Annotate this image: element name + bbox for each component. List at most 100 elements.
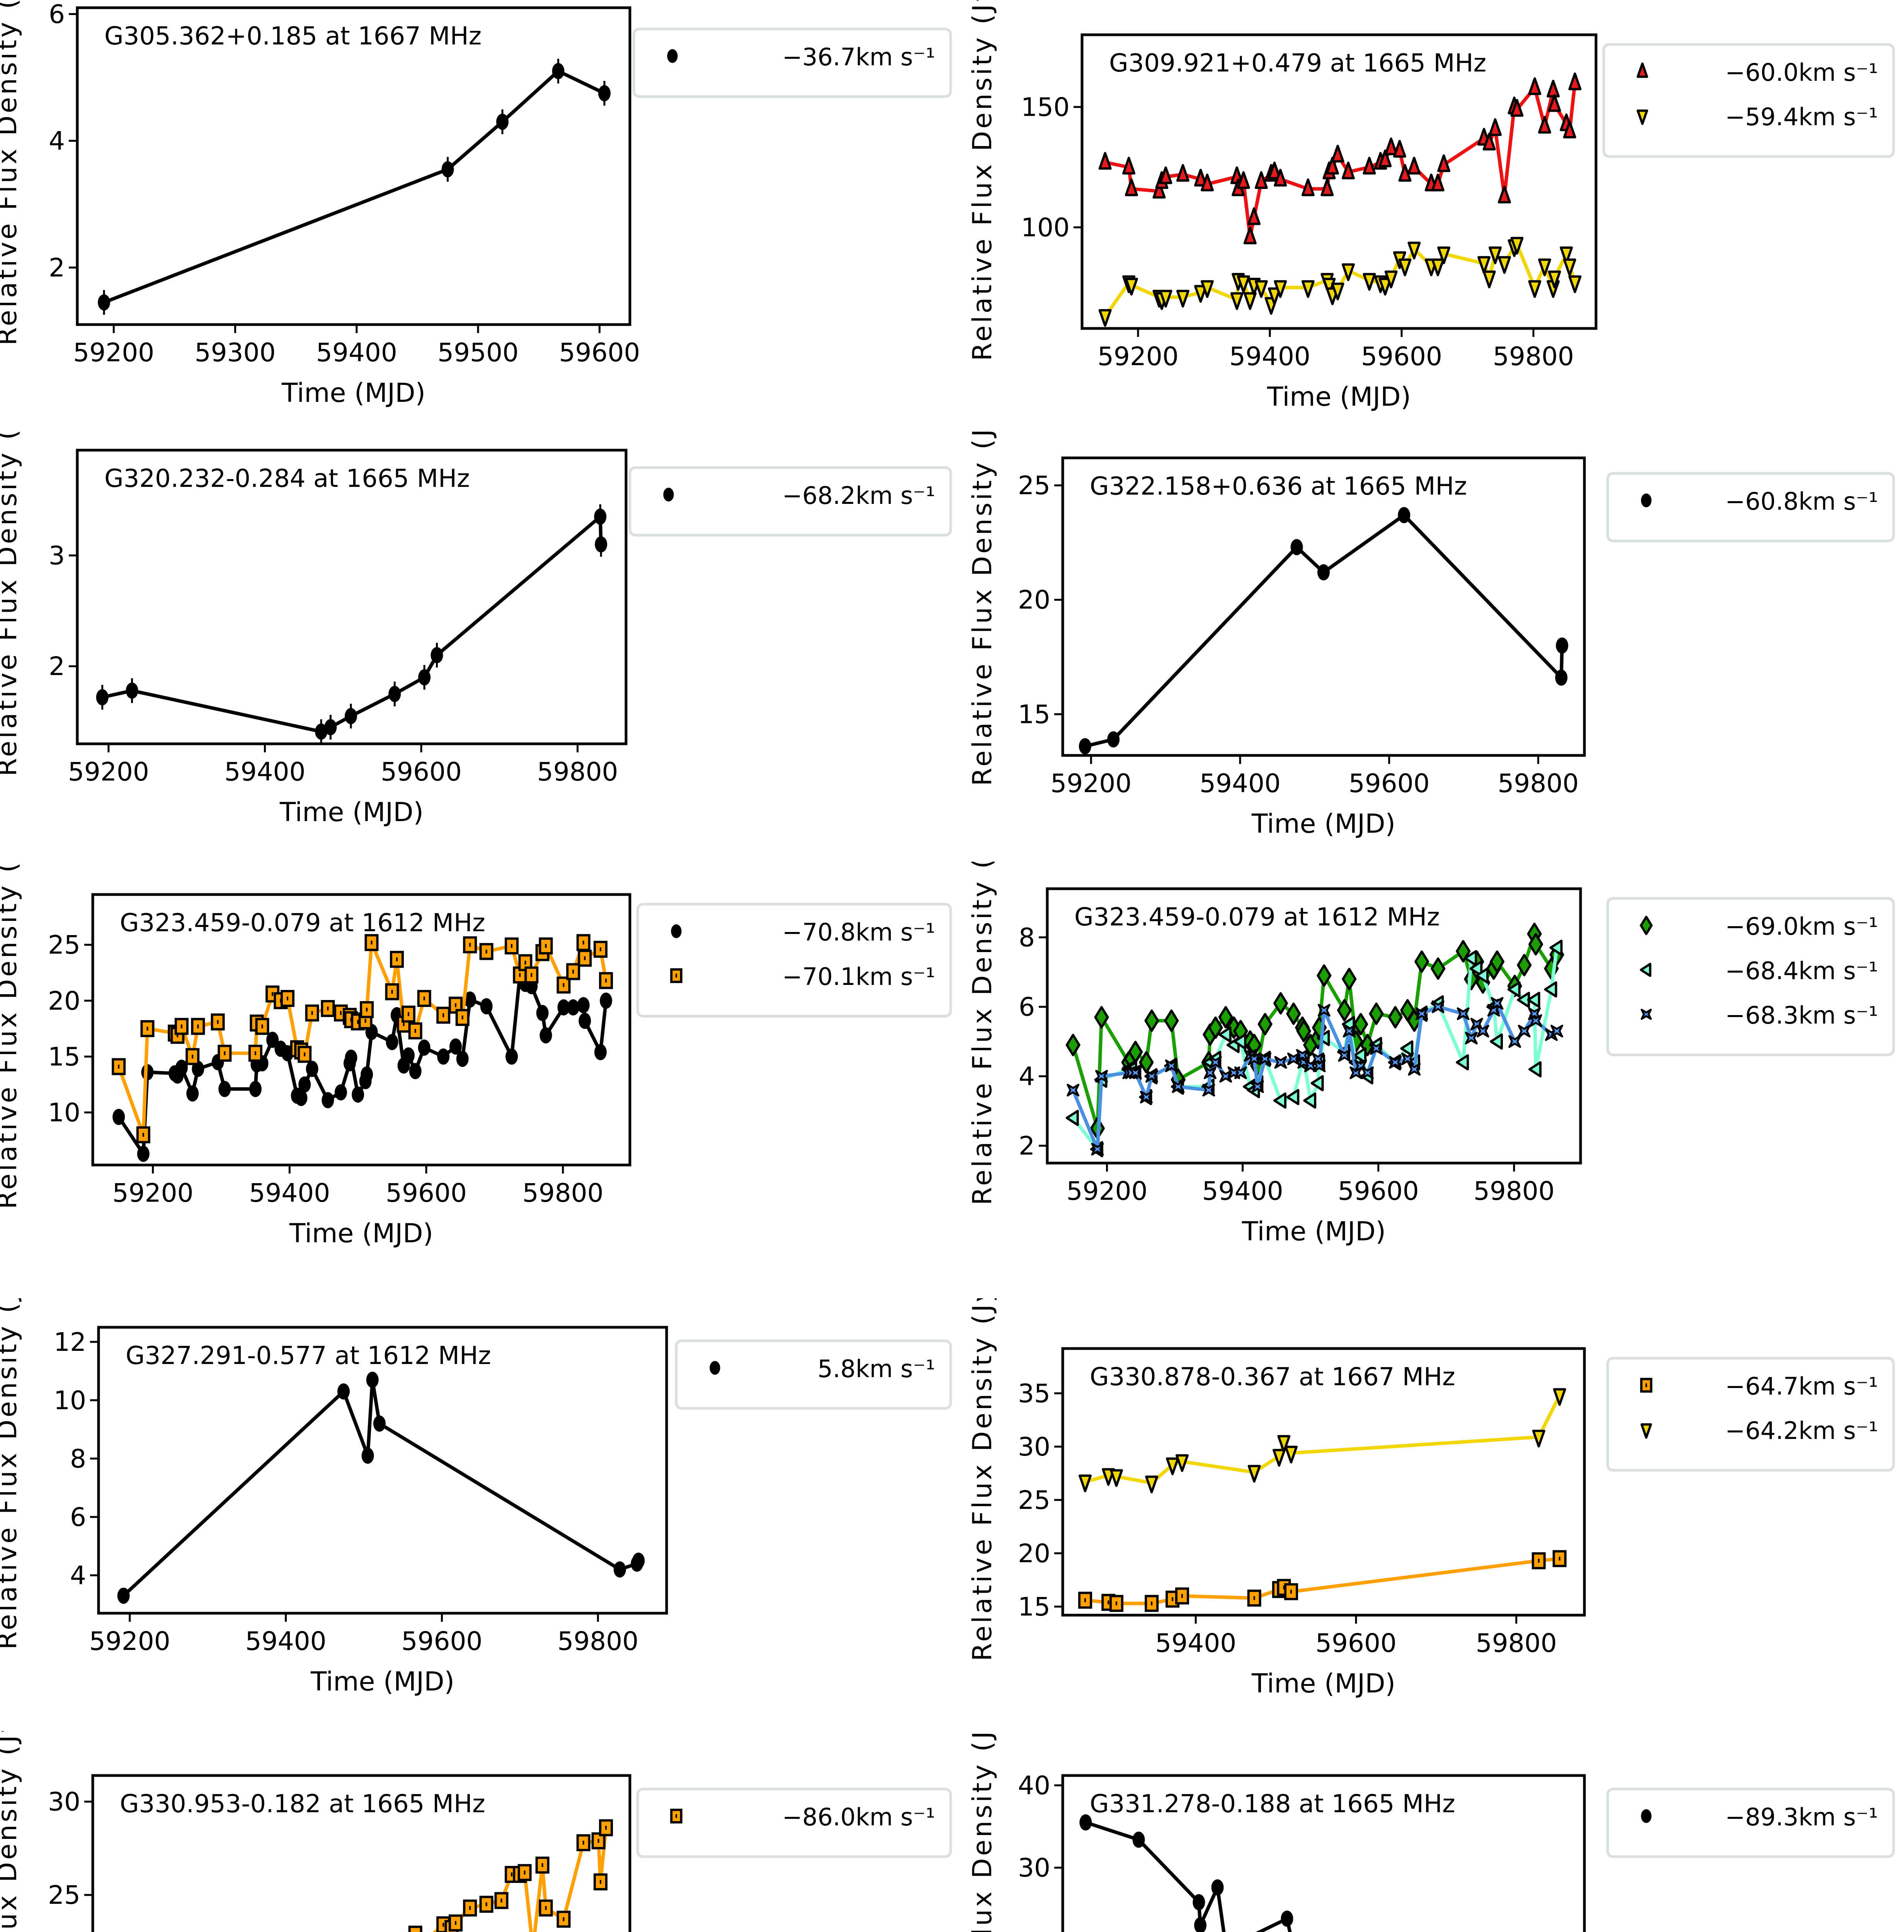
legend-label: −89.3km s⁻¹ xyxy=(1725,1803,1878,1831)
data-point xyxy=(388,685,401,702)
data-point xyxy=(1310,1075,1324,1092)
data-point xyxy=(1517,954,1532,976)
data-point xyxy=(449,1038,462,1055)
x-tick-label: 59800 xyxy=(537,757,618,787)
series-group xyxy=(1079,507,1569,755)
data-point xyxy=(567,999,580,1016)
data-point xyxy=(1361,1066,1374,1079)
x-tick-label: 59400 xyxy=(316,338,397,367)
data-point xyxy=(117,1587,130,1604)
data-point xyxy=(1091,1143,1104,1156)
data-point xyxy=(496,114,509,130)
data-point xyxy=(556,976,571,994)
y-tick-label: 15 xyxy=(1018,1592,1050,1622)
x-tick-label: 59400 xyxy=(1229,342,1310,371)
data-point xyxy=(1237,171,1250,189)
data-point xyxy=(1431,173,1445,192)
data-point xyxy=(1497,185,1511,204)
y-axis-label: Relative Flux Density (Jy) xyxy=(0,862,23,1209)
data-point xyxy=(1431,1000,1445,1014)
data-point xyxy=(1079,738,1091,755)
data-point xyxy=(600,992,613,1009)
series-group xyxy=(1078,1550,1567,1612)
data-point xyxy=(402,1047,415,1064)
series-group xyxy=(1098,236,1582,327)
y-tick-label: 10 xyxy=(48,1098,80,1128)
data-point xyxy=(1251,1080,1264,1093)
y-tick-label: 25 xyxy=(48,1880,80,1910)
x-tick-label: 59400 xyxy=(1155,1628,1236,1658)
chart-panel: 59200594005960059800202530Time (MJD)Rela… xyxy=(0,1702,958,1932)
data-point xyxy=(1476,1024,1489,1037)
legend-label: −60.0km s⁻¹ xyxy=(1725,58,1878,87)
data-point xyxy=(1389,1056,1402,1069)
legend-marker xyxy=(1641,493,1652,507)
data-point xyxy=(1363,156,1376,175)
chart-title: G330.878-0.367 at 1667 MHz xyxy=(1090,1363,1455,1391)
data-point xyxy=(1194,168,1207,187)
data-point xyxy=(1202,1083,1215,1097)
data-point xyxy=(1098,152,1112,170)
data-point xyxy=(1274,168,1287,187)
data-point xyxy=(1317,964,1332,987)
x-tick-label: 59400 xyxy=(224,757,305,787)
data-point xyxy=(1194,1917,1207,1932)
data-point xyxy=(1301,280,1315,298)
data-point xyxy=(1431,259,1445,277)
data-point xyxy=(539,1027,552,1044)
y-tick-label: 35 xyxy=(1018,1379,1050,1408)
chart-title: G327.291-0.577 at 1612 MHz xyxy=(126,1342,491,1370)
data-point xyxy=(436,1007,451,1024)
x-tick-label: 59800 xyxy=(522,1178,604,1208)
data-point xyxy=(595,536,607,553)
series-group xyxy=(1079,1814,1293,1932)
data-point xyxy=(1194,285,1207,303)
data-point xyxy=(1341,162,1355,180)
chart-panel: 59200 59400 59600 59800 4 6 8 10 12 Time (MJD) Rel… xyxy=(0,1260,958,1733)
x-axis-label: Time (MJD) xyxy=(279,797,424,828)
legend-marker xyxy=(1640,963,1652,977)
legend-marker xyxy=(1637,109,1648,125)
data-point xyxy=(1508,1035,1521,1048)
data-point xyxy=(1388,1006,1403,1029)
data-point xyxy=(361,1066,373,1083)
data-point xyxy=(505,937,519,955)
data-point xyxy=(1342,1024,1356,1037)
data-point xyxy=(1287,1052,1300,1065)
legend-marker xyxy=(1640,1423,1652,1439)
x-tick-label: 59600 xyxy=(381,757,462,787)
data-point xyxy=(1067,1083,1080,1097)
data-point xyxy=(1469,960,1483,977)
y-tick-label: 6 xyxy=(1019,992,1035,1022)
data-point xyxy=(1407,156,1421,175)
data-point xyxy=(1489,118,1502,136)
data-point xyxy=(306,1061,318,1077)
chart-title: G309.921+0.479 at 1665 MHz xyxy=(1109,49,1486,78)
chart-title: G331.278-0.188 at 1665 MHz xyxy=(1090,1790,1455,1818)
data-point xyxy=(1457,1007,1470,1020)
legend-label: −70.8km s⁻¹ xyxy=(782,918,935,946)
data-point xyxy=(1286,1002,1301,1025)
chart-svg: 59200594005960059800202530Time (MJD)Rela… xyxy=(0,1702,952,1932)
axes-frame xyxy=(1061,1774,1586,1932)
series-line xyxy=(1085,1821,1292,1932)
series-group xyxy=(112,967,613,1162)
data-point xyxy=(1200,280,1214,298)
chart-svg: 59200 59400 59600 59800 2 4 6 8 Time (MJD) Relati… xyxy=(967,816,1895,1247)
data-point xyxy=(1203,1066,1217,1079)
legend-marker xyxy=(1640,1009,1652,1020)
data-point xyxy=(1407,242,1421,260)
chart-svg: 59200 59400 59600 59800 10 15 20 25 Time (MJD) Re… xyxy=(0,820,952,1249)
x-tick-label: 59800 xyxy=(1476,1628,1557,1658)
chart-svg: 5920059400596005980010203040Time (MJD)Re… xyxy=(967,1699,1895,1932)
data-point xyxy=(1393,140,1406,158)
axes-frame xyxy=(76,6,631,326)
data-point xyxy=(1384,137,1398,155)
data-point xyxy=(137,1146,150,1162)
data-point xyxy=(409,1063,422,1080)
y-tick-label: 4 xyxy=(70,1561,86,1590)
x-tick-label: 59500 xyxy=(437,338,519,367)
chart-panel: 59400 59600 59800 15 20 25 30 35 Time (MJD) Relat… xyxy=(943,1272,1901,1733)
data-point xyxy=(1482,270,1496,289)
legend: −68.2km s⁻¹ xyxy=(628,466,952,537)
